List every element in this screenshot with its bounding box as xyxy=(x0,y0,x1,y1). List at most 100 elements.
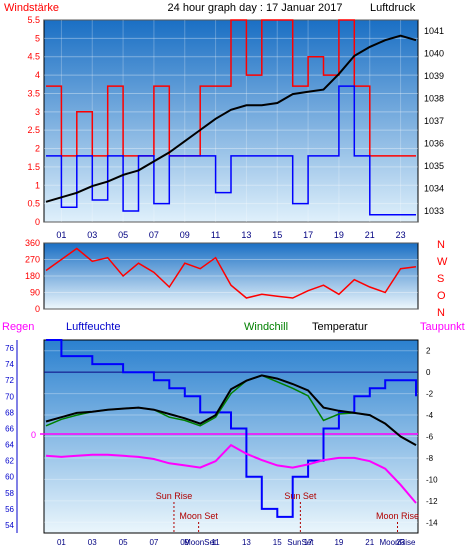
climate-x-tick: 13 xyxy=(242,538,251,547)
temperature-tick: -12 xyxy=(426,497,438,506)
top-x-tick: 03 xyxy=(87,230,97,240)
direction-tick: 270 xyxy=(25,255,40,265)
humidity-tick: 66 xyxy=(5,424,14,433)
top-x-tick: 15 xyxy=(272,230,282,240)
wind-speed-line xyxy=(46,85,416,216)
climate-x-tick: 05 xyxy=(119,538,128,547)
temperature-axis: 2 0 -2 -4 -6 -8 -10 -12 -14 xyxy=(426,347,438,528)
dewpoint-line xyxy=(45,443,417,504)
climate-x-overlay: MoonRise xyxy=(379,538,416,547)
climate-x-tick: 15 xyxy=(273,538,282,547)
compass-label: N xyxy=(437,307,445,319)
top-x-tick: 23 xyxy=(396,230,406,240)
temperature-line xyxy=(45,374,417,446)
direction-gridlines xyxy=(44,242,418,310)
top-left-tick: 4 xyxy=(35,70,40,80)
temperature-tick: -6 xyxy=(426,433,434,442)
top-right-tick: 1040 xyxy=(424,49,444,59)
climate-x-overlay: MoonSet xyxy=(184,538,217,547)
temperature-tick: -10 xyxy=(426,475,438,484)
top-x-tick: 19 xyxy=(334,230,344,240)
top-x-tick: 09 xyxy=(180,230,190,240)
legend-luftfeuchte: Luftfeuchte xyxy=(66,321,120,333)
direction-tick: 90 xyxy=(30,288,40,298)
humidity-tick: 56 xyxy=(5,505,14,514)
top-x-axis: 01 03 05 07 09 11 13 15 17 19 21 23 xyxy=(56,230,405,240)
temperature-tick: -8 xyxy=(426,454,434,463)
legend-regen: Regen xyxy=(2,321,34,333)
climate-x-tick: 21 xyxy=(365,538,374,547)
direction-tick: 360 xyxy=(25,238,40,248)
temperature-tick: 0 xyxy=(426,368,431,377)
top-left-tick: 1 xyxy=(35,180,40,190)
humidity-tick: 72 xyxy=(5,376,14,385)
top-left-tick: 5 xyxy=(35,33,40,43)
astro-annotation: Sun Set xyxy=(284,491,317,501)
climate-x-tick: 19 xyxy=(334,538,343,547)
top-right-tick: 1041 xyxy=(424,26,444,36)
top-left-tick: 2.5 xyxy=(27,125,40,135)
astro-annotations: Sun Rise Moon Set Sun Set Moon Rise xyxy=(156,491,419,533)
compass-label: W xyxy=(437,256,448,268)
compass-label: O xyxy=(437,290,446,302)
top-x-tick: 13 xyxy=(241,230,251,240)
top-right-tick: 1037 xyxy=(424,116,444,126)
climate-x-tick: 03 xyxy=(88,538,97,547)
top-x-tick: 01 xyxy=(56,230,66,240)
top-title: 24 hour graph day : 17 Januar 2017 xyxy=(168,2,343,14)
top-x-tick: 21 xyxy=(365,230,375,240)
humidity-axis: 54 56 58 60 62 64 66 68 70 72 74 76 xyxy=(5,340,18,533)
top-left-label: Windstärke xyxy=(4,2,59,14)
humidity-tick: 70 xyxy=(5,392,14,401)
humidity-tick: 60 xyxy=(5,473,14,482)
top-right-axis: 1033 1034 1035 1036 1037 1038 1039 1040 1041 xyxy=(424,26,444,216)
direction-left-axis: 0 90 180 270 360 xyxy=(25,238,40,314)
direction-plot-area xyxy=(43,242,419,310)
wind-gust-line xyxy=(46,19,416,157)
humidity-tick: 54 xyxy=(5,521,14,530)
climate-x-tick: 11 xyxy=(211,538,220,547)
climate-x-axis: 01 03 05 07 09 11 13 15 17 19 21 23 MoonSet SunSet Moo… xyxy=(57,538,416,547)
top-left-tick: 0.5 xyxy=(27,199,40,209)
climate-x-tick: 17 xyxy=(304,538,313,547)
astro-annotation: Moon Rise xyxy=(376,511,419,521)
top-left-tick: 4.5 xyxy=(27,52,40,62)
direction-tick: 0 xyxy=(35,304,40,314)
direction-series-layer xyxy=(45,247,417,299)
wind-direction-line xyxy=(45,247,417,299)
top-x-tick: 05 xyxy=(118,230,128,240)
top-series-layer xyxy=(45,19,417,216)
humidity-tick: 68 xyxy=(5,408,14,417)
top-right-label: Luftdruck xyxy=(370,2,416,14)
climate-series-layer xyxy=(45,339,417,518)
top-right-tick: 1033 xyxy=(424,206,444,216)
temperature-tick: -14 xyxy=(426,518,438,527)
direction-tick: 180 xyxy=(25,271,40,281)
humidity-tick: 74 xyxy=(5,360,14,369)
legend-temperatur: Temperatur xyxy=(312,321,368,333)
temperature-tick: -2 xyxy=(426,390,434,399)
climate-x-tick: 01 xyxy=(57,538,66,547)
top-left-tick: 5.5 xyxy=(27,15,40,25)
humidity-tick: 64 xyxy=(5,441,14,450)
top-right-tick: 1038 xyxy=(424,94,444,104)
legend-windchill: Windchill xyxy=(244,321,288,333)
legend-taupunkt: Taupunkt xyxy=(420,321,465,333)
top-left-tick: 0 xyxy=(35,217,40,227)
top-x-tick: 17 xyxy=(303,230,313,240)
top-right-tick: 1039 xyxy=(424,71,444,81)
top-x-tick: 07 xyxy=(149,230,159,240)
top-left-tick: 3.5 xyxy=(27,88,40,98)
top-right-tick: 1035 xyxy=(424,161,444,171)
compass-label: N xyxy=(437,239,445,251)
temperature-tick: -4 xyxy=(426,411,434,420)
top-right-tick: 1034 xyxy=(424,183,444,193)
astro-annotation: Sun Rise xyxy=(156,491,193,501)
top-x-tick: 11 xyxy=(211,230,220,240)
climate-x-tick: 09 xyxy=(180,538,189,547)
rain-zero-label: 0 xyxy=(31,430,36,440)
top-left-tick: 1.5 xyxy=(27,162,40,172)
climate-x-tick: 07 xyxy=(149,538,158,547)
